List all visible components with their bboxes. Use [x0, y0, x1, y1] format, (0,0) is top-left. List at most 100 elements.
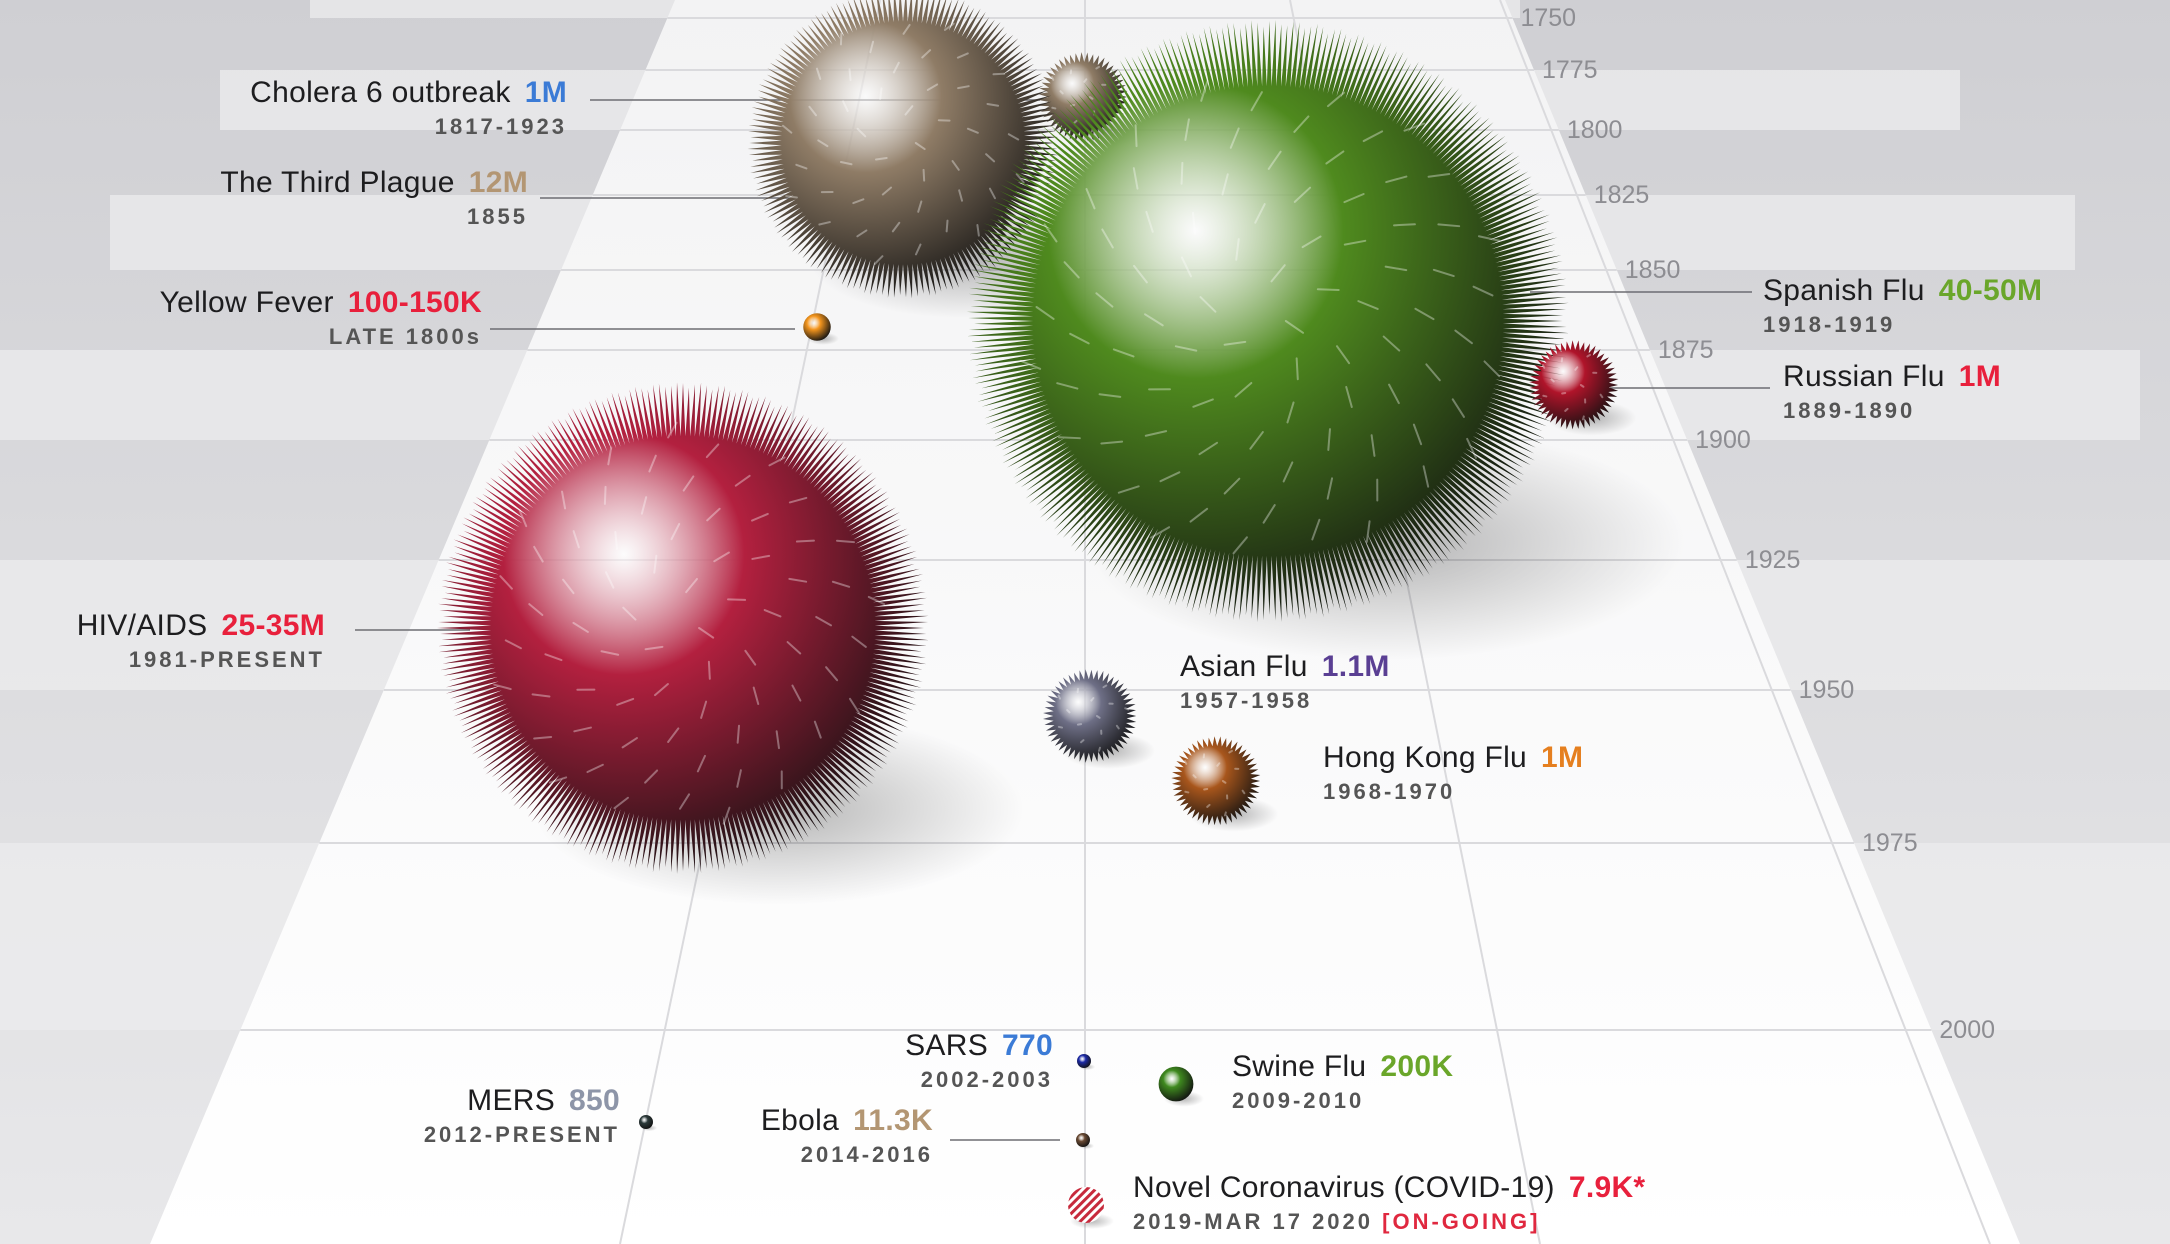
label-sars: SARS 770 2002-2003 — [905, 1031, 1053, 1091]
value-swine-flu: 200K — [1380, 1050, 1454, 1083]
bubble-mers-body — [639, 1115, 653, 1129]
bubble-mers — [639, 1115, 658, 1132]
name-mers: MERS — [467, 1084, 556, 1117]
value-mers: 850 — [569, 1084, 620, 1117]
label-russian-flu: Russian Flu 1M 1889-1890 — [1783, 362, 2001, 422]
label-yellow-fever-title: Yellow Fever 100-150K — [160, 288, 482, 318]
bubble-novel-coronavirus-covid-19 — [1068, 1187, 1114, 1229]
dates-swine-flu: 2009-2010 — [1232, 1088, 1365, 1113]
year-tick-1875: 1875 — [1657, 336, 1714, 364]
dates-sars: 2002-2003 — [920, 1067, 1053, 1092]
value-the-third-plague: 12M — [468, 166, 528, 199]
bubble-yellow-fever-body — [803, 313, 831, 341]
dates-hong-kong-flu: 1968-1970 — [1323, 779, 1456, 804]
bubble-russian-flu-texture — [1541, 353, 1604, 421]
name-asian-flu: Asian Flu — [1180, 650, 1308, 683]
label-ebola-title: Ebola 11.3K — [761, 1106, 933, 1136]
year-tick-1900: 1900 — [1695, 426, 1751, 454]
bubble-hiv-aids-body — [437, 382, 929, 874]
value-hiv-aids: 25-35M — [221, 609, 325, 642]
label-spanish-flu-title: Spanish Flu 40-50M — [1763, 276, 2042, 306]
label-hong-kong-flu: Hong Kong Flu 1M 1968-1970 — [1323, 743, 1583, 803]
label-sars-title: SARS 770 — [905, 1031, 1053, 1061]
name-hiv-aids: HIV/AIDS — [76, 609, 208, 642]
label-the-third-plague: The Third Plague 12M 1855 — [220, 168, 528, 228]
label-hiv-aids-title: HIV/AIDS 25-35M — [77, 611, 325, 641]
label-spanish-flu: Spanish Flu 40-50M 1918-1919 — [1763, 276, 2042, 336]
dates-novel-coronavirus-covid-19: 2019-MAR 17 2020 [ON-GOING] — [1133, 1209, 1541, 1234]
bubble-sars-body — [1077, 1054, 1091, 1068]
label-novel-coronavirus-covid-19: Novel Coronavirus (COVID-19) 7.9K* 2019-MA… — [1133, 1173, 1645, 1233]
year-tick-1975: 1975 — [1861, 829, 1918, 857]
dates-asian-flu: 1957-1958 — [1180, 688, 1313, 713]
value-yellow-fever: 100-150K — [347, 286, 482, 319]
label-asian-flu-title: Asian Flu 1.1M — [1180, 652, 1390, 682]
bubble-russian-flu-body — [1529, 340, 1619, 430]
name-russian-flu: Russian Flu — [1783, 360, 1945, 393]
year-tick-1775: 1775 — [1541, 56, 1598, 84]
year-tick-1850: 1850 — [1624, 256, 1681, 284]
name-sars: SARS — [905, 1029, 989, 1062]
value-asian-flu: 1.1M — [1321, 650, 1390, 683]
name-yellow-fever: Yellow Fever — [159, 286, 334, 319]
year-tick-1925: 1925 — [1744, 546, 1801, 574]
year-tick-1825: 1825 — [1593, 181, 1650, 209]
dates-mers: 2012-PRESENT — [423, 1122, 620, 1147]
dates-spanish-flu: 1918-1919 — [1763, 312, 1896, 337]
label-mers-title: MERS 850 — [424, 1086, 620, 1116]
bubble-swine-flu — [1158, 1066, 1204, 1107]
bubble-ebola-body — [1076, 1133, 1090, 1147]
bubble-swine-flu-body — [1158, 1066, 1194, 1102]
name-novel-coronavirus-covid-19: Novel Coronavirus (COVID-19) — [1133, 1171, 1555, 1204]
dates-yellow-fever: LATE 1800s — [328, 324, 482, 349]
label-swine-flu: Swine Flu 200K 2009-2010 — [1232, 1052, 1453, 1112]
name-swine-flu: Swine Flu — [1232, 1050, 1367, 1083]
bubble-spanish-flu — [966, 19, 1686, 661]
bubble-hong-kong-flu-texture — [1183, 749, 1246, 817]
year-tick-1950: 1950 — [1798, 676, 1855, 704]
dates-cholera-6-outbreak: 1817-1923 — [434, 114, 567, 139]
name-ebola: Ebola — [760, 1104, 840, 1137]
label-ebola: Ebola 11.3K 2014-2016 — [761, 1106, 933, 1166]
bubble-hiv-aids — [437, 382, 1024, 905]
bubble-russian-flu — [1529, 340, 1637, 436]
dates-ebola: 2014-2016 — [800, 1142, 933, 1167]
label-hiv-aids: HIV/AIDS 25-35M 1981-PRESENT — [77, 611, 325, 671]
value-spanish-flu: 40-50M — [1938, 274, 2043, 307]
bubble-spanish-flu-texture — [1019, 79, 1501, 555]
label-russian-flu-title: Russian Flu 1M — [1783, 362, 2001, 392]
year-tick-2000: 2000 — [1939, 1016, 1996, 1044]
bubble-the-third-plague-body — [747, 0, 1059, 299]
bubble-yellow-fever — [803, 313, 840, 345]
bubbles — [437, 0, 1686, 1229]
dates-hiv-aids: 1981-PRESENT — [128, 647, 325, 672]
label-novel-coronavirus-covid-19-title: Novel Coronavirus (COVID-19) 7.9K* — [1133, 1173, 1645, 1203]
name-spanish-flu: Spanish Flu — [1763, 274, 1925, 307]
bubble-sars — [1077, 1054, 1096, 1071]
bubble-asian-flu — [1043, 669, 1156, 770]
bubble-hong-kong-flu-body — [1171, 736, 1261, 826]
value-russian-flu: 1M — [1958, 360, 2001, 393]
status-novel-coronavirus-covid-19: [ON-GOING] — [1373, 1209, 1541, 1234]
label-hong-kong-flu-title: Hong Kong Flu 1M — [1323, 743, 1583, 773]
bubble-spanish-flu-body — [966, 19, 1570, 623]
dates-the-third-plague: 1855 — [467, 204, 528, 229]
label-swine-flu-title: Swine Flu 200K — [1232, 1052, 1453, 1082]
bubble-asian-flu-texture — [1057, 684, 1130, 752]
name-cholera-6-outbreak: Cholera 6 outbreak — [250, 76, 511, 109]
name-the-third-plague: The Third Plague — [220, 166, 455, 199]
label-mers: MERS 850 2012-PRESENT — [424, 1086, 620, 1146]
value-novel-coronavirus-covid-19: 7.9K* — [1568, 1171, 1646, 1204]
bubble-hong-kong-flu — [1171, 736, 1279, 832]
dates-russian-flu: 1889-1890 — [1783, 398, 1916, 423]
grid-vertical-3 — [1499, 0, 1991, 1244]
bubble-asian-flu-body — [1043, 669, 1137, 763]
label-cholera-6-outbreak-title: Cholera 6 outbreak 1M — [250, 78, 567, 108]
value-cholera-6-outbreak: 1M — [524, 76, 567, 109]
year-tick-1750: 1750 — [1520, 4, 1577, 32]
bubble-the-third-plague-texture — [782, 22, 1025, 265]
label-yellow-fever: Yellow Fever 100-150K LATE 1800s — [160, 288, 482, 348]
year-tick-1800: 1800 — [1566, 116, 1623, 144]
bubble-novel-coronavirus-covid-19-body — [1068, 1187, 1104, 1223]
